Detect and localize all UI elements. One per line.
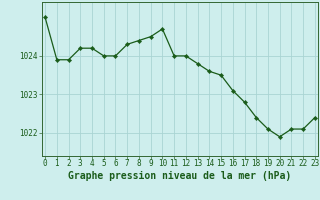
X-axis label: Graphe pression niveau de la mer (hPa): Graphe pression niveau de la mer (hPa) [68, 171, 292, 181]
